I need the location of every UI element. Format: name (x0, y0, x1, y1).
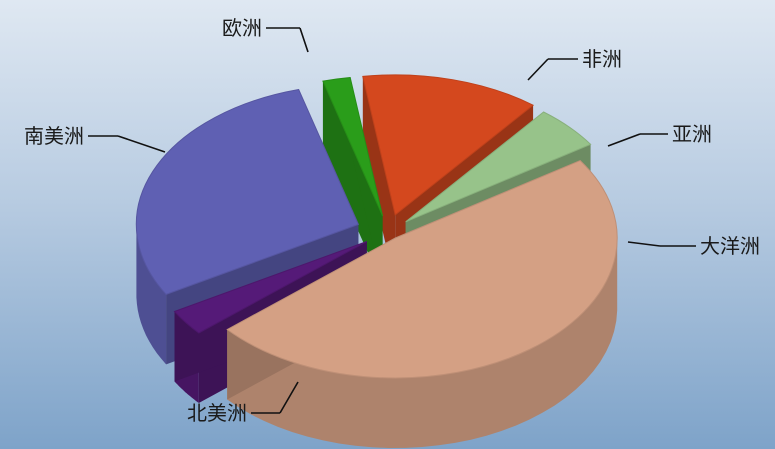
slice-label-6: 南美洲 (24, 124, 84, 148)
slice-3-cut-1 (362, 76, 396, 285)
slice-label-2: 非洲 (582, 47, 622, 71)
slice-tops (135, 74, 618, 379)
slice-6-top (173, 241, 368, 334)
leader-line-1 (299, 27, 309, 53)
slice-5-wall (227, 240, 618, 448)
leader-line-6 (117, 135, 166, 153)
slice-label-4: 大洋洲 (700, 234, 760, 258)
slice-1-top (135, 88, 360, 295)
slice-1-wall (136, 221, 167, 365)
slice-label-3: 亚洲 (672, 122, 712, 146)
leader-line-2 (527, 58, 549, 81)
slice-label-1: 欧洲 (222, 16, 262, 40)
leader-line-3 (607, 133, 641, 147)
slice-5-top (226, 160, 618, 379)
leader-line-4 (627, 241, 661, 247)
slice-4-top (405, 111, 592, 223)
slice-2-top (322, 76, 384, 217)
slice-3-top (362, 74, 535, 216)
slice-label-5: 北美洲 (187, 401, 247, 425)
slice-2-cut-1 (322, 81, 383, 286)
leader-line-5 (279, 381, 299, 414)
